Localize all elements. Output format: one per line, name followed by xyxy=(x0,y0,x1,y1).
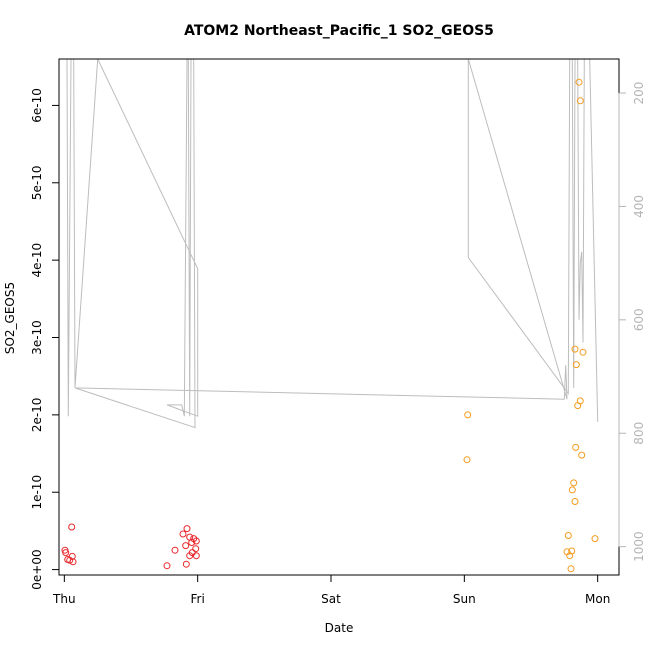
data-point xyxy=(179,530,187,538)
y-tick-label: 0e+00 xyxy=(30,549,44,589)
data-point xyxy=(183,525,191,533)
data-point xyxy=(576,397,584,405)
data-point xyxy=(564,532,572,539)
data-point xyxy=(572,361,580,369)
data-point xyxy=(69,558,77,566)
data-point xyxy=(463,456,471,464)
data-point xyxy=(568,547,576,555)
y-tick-label: 2e-10 xyxy=(30,398,44,433)
data-point xyxy=(163,562,171,570)
data-point xyxy=(578,451,586,459)
x-tick-label: Thu xyxy=(52,592,76,606)
right-pressure-axis: 200 400 600 800 1000 xyxy=(618,82,646,562)
data-point xyxy=(464,411,472,419)
plot-area-frame xyxy=(58,58,620,576)
y-axis-label: SO2_GEOS5 xyxy=(3,282,17,354)
x-tick-label: Fri xyxy=(191,592,205,606)
x-axis-label: Date xyxy=(325,621,354,635)
data-point xyxy=(570,479,578,487)
data-point xyxy=(571,345,579,353)
x-axis: Thu Fri Sat Sun Mon xyxy=(52,574,610,606)
y2-tick-label: 200 xyxy=(632,82,646,105)
data-point xyxy=(182,560,190,568)
data-point xyxy=(591,535,599,543)
data-point xyxy=(171,546,179,554)
y2-tick-label: 600 xyxy=(632,308,646,331)
data-point xyxy=(567,565,575,573)
y2-tick-label: 400 xyxy=(632,195,646,218)
y-tick-label: 1e-10 xyxy=(30,475,44,510)
y-tick-label: 3e-10 xyxy=(30,320,44,355)
y-tick-label: 6e-10 xyxy=(30,88,44,123)
data-point xyxy=(192,537,200,545)
data-point xyxy=(192,552,200,560)
chart-title: ATOM2 Northeast_Pacific_1 SO2_GEOS5 xyxy=(184,23,494,39)
data-point xyxy=(572,443,580,451)
pressure-trace-layer xyxy=(64,59,599,429)
data-point xyxy=(188,539,196,546)
data-point xyxy=(568,486,576,494)
pressure-line xyxy=(64,59,599,429)
data-points-layer xyxy=(61,78,599,573)
x-tick-label: Mon xyxy=(585,592,610,606)
data-point xyxy=(68,552,76,560)
y-axis: 0e+00 1e-10 2e-10 3e-10 4e-10 5e-10 6e-10 xyxy=(30,88,60,590)
data-point xyxy=(192,545,200,553)
data-point xyxy=(575,78,583,86)
data-point xyxy=(566,552,574,560)
data-point xyxy=(62,549,70,557)
data-point xyxy=(68,523,76,531)
y2-tick-label: 800 xyxy=(632,422,646,445)
x-tick-label: Sat xyxy=(321,592,341,606)
y-tick-label: 5e-10 xyxy=(30,165,44,200)
data-point xyxy=(182,542,190,550)
y2-tick-label: 1000 xyxy=(632,531,646,562)
data-point xyxy=(576,97,584,105)
y-tick-label: 4e-10 xyxy=(30,243,44,278)
data-point xyxy=(571,498,579,505)
data-point xyxy=(579,348,587,356)
x-tick-label: Sun xyxy=(453,592,476,606)
